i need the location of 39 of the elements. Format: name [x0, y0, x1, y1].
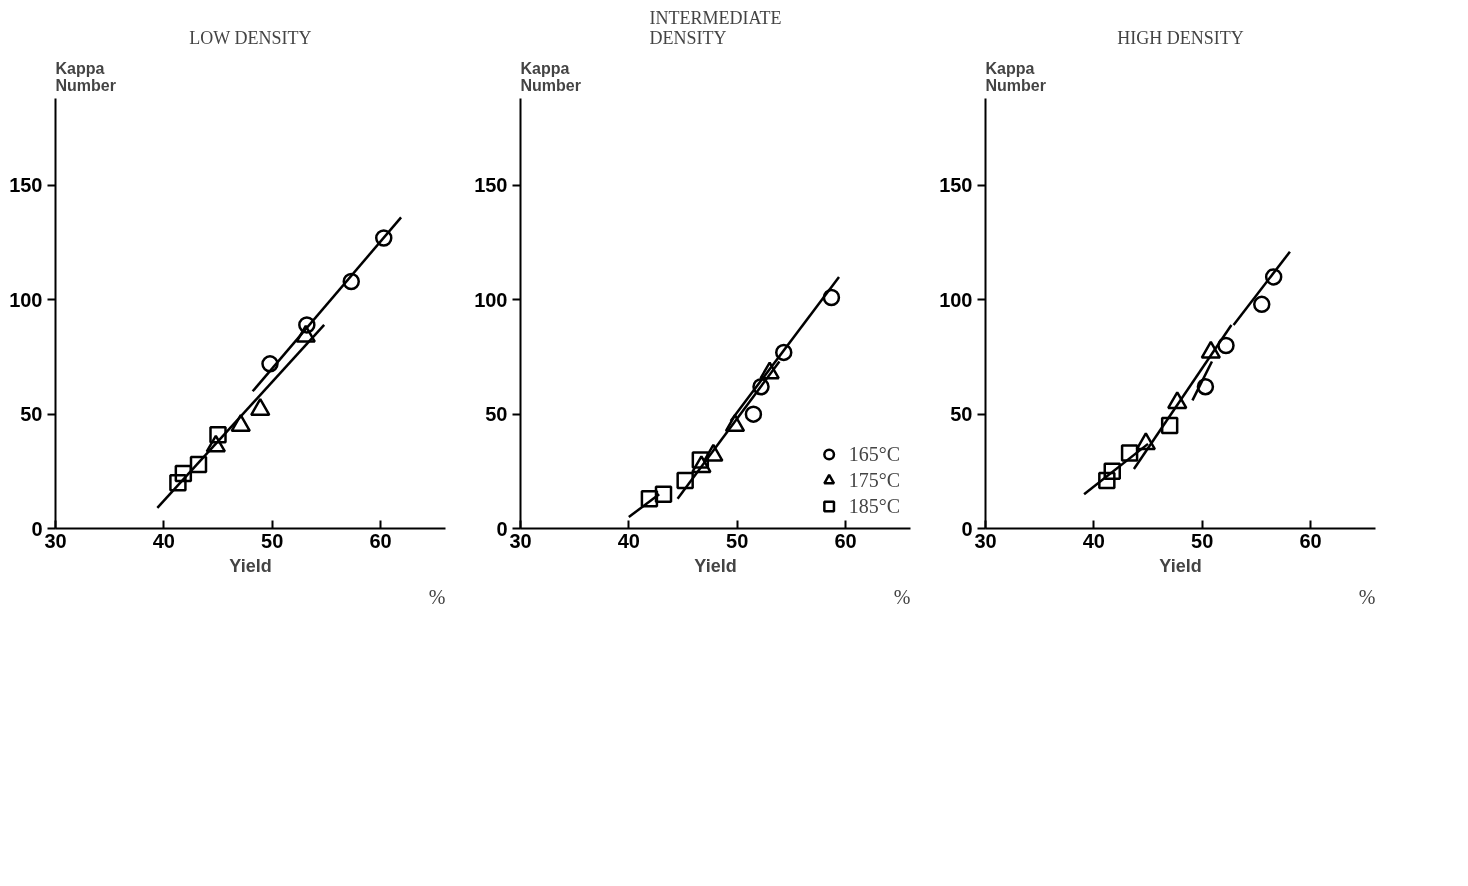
x-axis-title: Yield	[694, 555, 737, 576]
x-axis-title: Yield	[229, 555, 272, 576]
y-tick-label: 50	[485, 403, 508, 426]
x-tick-label: 30	[974, 529, 997, 552]
y-axis-title: Kappa Number	[985, 59, 1046, 94]
chart-title: LOW DENSITY	[189, 27, 312, 48]
chart-title: INTERMEDIATE DENSITY	[649, 7, 782, 48]
y-axis-title: Kappa Number	[55, 59, 116, 94]
x-tick-label: 40	[152, 529, 175, 552]
y-tick-label: 0	[496, 517, 508, 540]
x-tick-label: 30	[44, 529, 67, 552]
x-tick-label: 60	[369, 529, 392, 552]
text: %	[428, 585, 446, 608]
x-tick-label: 50	[1191, 529, 1214, 552]
x-tick-label: 40	[617, 529, 640, 552]
y-tick-label: 100	[9, 288, 43, 311]
x-tick-label: 50	[726, 529, 749, 552]
x-tick-label: 40	[1082, 529, 1105, 552]
chart-title: HIGH DENSITY	[1117, 27, 1244, 48]
x-tick-label: 60	[834, 529, 857, 552]
y-tick-label: 150	[474, 174, 508, 197]
text: %	[1358, 585, 1376, 608]
legend-label: 185°C	[848, 494, 900, 518]
legend-label: 165°C	[848, 442, 900, 466]
x-tick-label: 30	[509, 529, 532, 552]
y-tick-label: 0	[31, 517, 43, 540]
y-tick-label: 100	[474, 288, 508, 311]
x-tick-label: 60	[1299, 529, 1322, 552]
y-tick-label: 100	[939, 288, 973, 311]
text: %	[893, 585, 911, 608]
y-tick-label: 50	[950, 403, 973, 426]
legend-label: 175°C	[848, 468, 900, 492]
x-tick-label: 50	[261, 529, 284, 552]
y-tick-label: 150	[9, 174, 43, 197]
y-tick-label: 50	[20, 403, 43, 426]
y-tick-label: 0	[961, 517, 973, 540]
x-axis-title: Yield	[1159, 555, 1202, 576]
y-axis-title: Kappa Number	[520, 59, 581, 94]
y-tick-label: 150	[939, 174, 973, 197]
